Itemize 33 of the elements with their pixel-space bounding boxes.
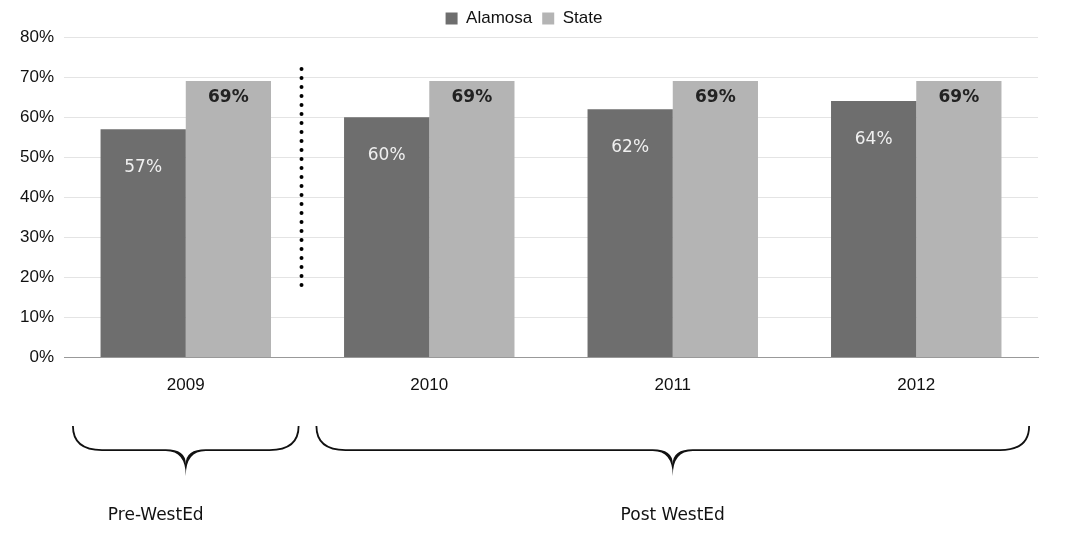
bar <box>185 81 271 358</box>
legend-label: State <box>562 8 603 28</box>
x-tick-label: 2010 <box>410 375 449 395</box>
y-tick-label: 60% <box>19 106 55 126</box>
bar <box>100 129 186 358</box>
y-tick-label: 30% <box>19 227 55 247</box>
data-label: 62% <box>611 136 650 157</box>
y-tick-label: 20% <box>19 267 55 287</box>
bar <box>344 117 430 358</box>
x-tick-label: 2011 <box>654 375 692 395</box>
data-label: 57% <box>124 156 163 177</box>
bar <box>916 81 1002 358</box>
y-tick-label: 40% <box>19 186 55 206</box>
bar <box>429 81 515 358</box>
y-tick-label: 50% <box>19 146 55 166</box>
data-label: 64% <box>854 128 893 149</box>
bar <box>587 109 673 358</box>
data-label: 69% <box>938 86 980 106</box>
data-label: 69% <box>695 86 736 106</box>
y-tick-label: 0% <box>29 347 55 367</box>
bar <box>831 101 917 358</box>
legend-label: Alamosa <box>466 8 533 28</box>
bar <box>672 81 758 358</box>
x-tick-label: 2009 <box>166 375 205 395</box>
data-label: 69% <box>451 86 493 106</box>
data-label: 69% <box>208 86 249 106</box>
y-tick-label: 70% <box>19 66 55 86</box>
text: Post WestEd <box>620 504 725 524</box>
data-label: 60% <box>367 144 406 165</box>
text: Pre-WestEd <box>107 504 204 524</box>
y-tick-label: 80% <box>19 26 55 46</box>
x-tick-label: 2012 <box>897 375 936 395</box>
y-tick-label: 10% <box>19 307 55 327</box>
